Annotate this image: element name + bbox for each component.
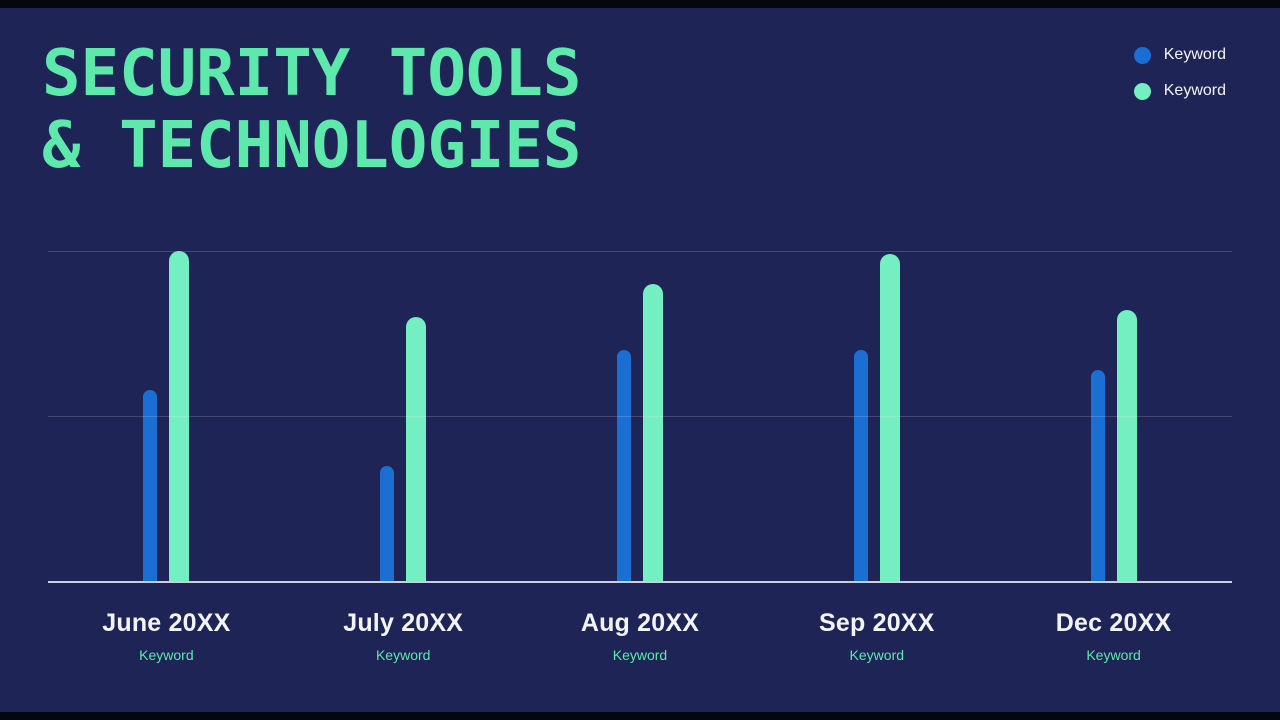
- bottom-edge-strip: [0, 712, 1280, 720]
- bar-series2-sep-20xx: [879, 254, 900, 581]
- bar-chart: June 20XX Keyword July 20XX Keyword Aug 20XX…: [48, 251, 1232, 663]
- category-sublabel: Keyword: [375, 647, 431, 663]
- gridline-top: [48, 251, 1232, 252]
- legend-item-series1: Keyword: [1133, 46, 1226, 64]
- category-label: July 20XX: [343, 609, 464, 637]
- bar-group-dec-20xx: [995, 251, 1232, 581]
- chart-legend: Keyword Keyword: [1133, 46, 1226, 100]
- chart-plot: [48, 251, 1232, 583]
- category-label: June 20XX: [102, 609, 231, 637]
- title-line-1: SECURITY TOOLS: [42, 37, 582, 111]
- bar-series1-july-20xx: [380, 465, 395, 581]
- bar-group-aug-20xx: [522, 251, 759, 581]
- top-edge-strip: [0, 0, 1280, 8]
- category-label-group-aug-20xx: Aug 20XX Keyword: [522, 609, 759, 663]
- legend-dot: [1133, 46, 1151, 64]
- bar-group-june-20xx: [48, 251, 285, 581]
- bar-series2-aug-20xx: [642, 284, 663, 581]
- bar-series1-aug-20xx: [616, 350, 631, 581]
- category-label-group-sep-20xx: Sep 20XX Keyword: [758, 609, 995, 663]
- category-sublabel: Keyword: [612, 647, 668, 663]
- category-sublabel: Keyword: [849, 647, 905, 663]
- bar-series1-sep-20xx: [853, 350, 868, 581]
- category-label-group-july-20xx: July 20XX Keyword: [285, 609, 522, 663]
- legend-dot: [1133, 82, 1151, 100]
- bar-series1-dec-20xx: [1090, 369, 1105, 581]
- category-sublabel: Keyword: [1086, 647, 1141, 663]
- category-label: Dec 20XX: [1055, 609, 1172, 637]
- category-label: Aug 20XX: [580, 609, 700, 637]
- bar-group-sep-20xx: [758, 251, 995, 581]
- legend-label: Keyword: [1163, 46, 1226, 63]
- gridline-middle: [48, 416, 1232, 417]
- chart-labels: June 20XX Keyword July 20XX Keyword Aug 20XX…: [48, 609, 1232, 663]
- bar-series2-dec-20xx: [1116, 310, 1137, 581]
- title-line-2: & TECHNOLOGIES: [42, 109, 582, 183]
- category-label-group-dec-20xx: Dec 20XX Keyword: [995, 609, 1232, 663]
- bar-series1-june-20xx: [143, 389, 158, 581]
- bar-group-july-20xx: [285, 251, 522, 581]
- bar-series2-june-20xx: [169, 251, 190, 581]
- page-title: SECURITY TOOLS & TECHNOLOGIES: [42, 38, 581, 182]
- category-sublabel: Keyword: [139, 647, 194, 663]
- legend-label: Keyword: [1163, 82, 1226, 99]
- bar-series2-july-20xx: [406, 317, 427, 581]
- category-label-group-june-20xx: June 20XX Keyword: [48, 609, 285, 663]
- category-label: Sep 20XX: [819, 609, 935, 637]
- legend-item-series2: Keyword: [1133, 82, 1226, 100]
